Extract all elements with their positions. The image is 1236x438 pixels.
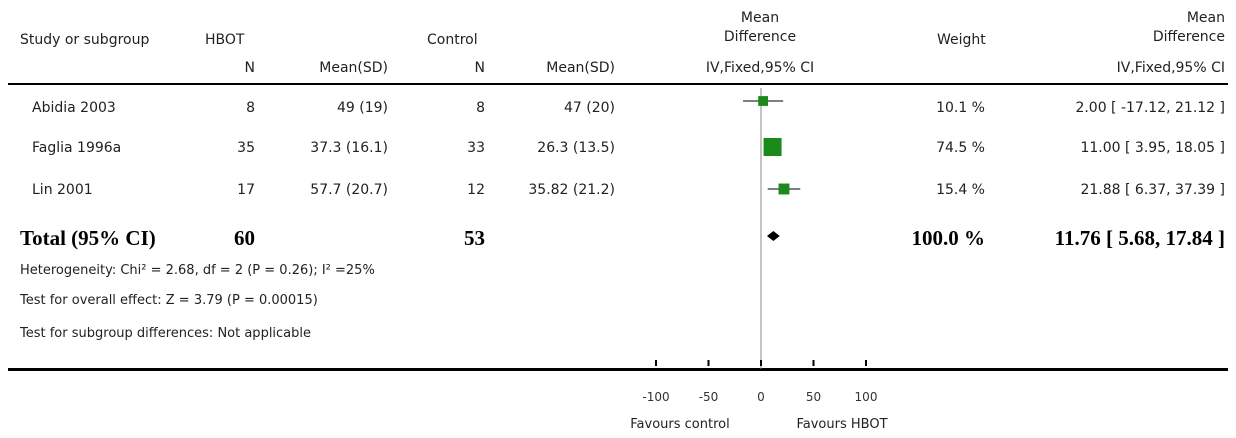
subgroup-diff-text: Test for subgroup differences: Not appli…	[20, 326, 312, 341]
tick-label: 100	[855, 390, 878, 404]
ci-text: 11.00 [ 3.95, 18.05 ]	[1080, 140, 1225, 156]
tick-label: -50	[699, 390, 719, 404]
tick-label: 50	[806, 390, 821, 404]
favours-left-label: Favours control	[630, 417, 730, 432]
mean-exp: 49 (19)	[336, 100, 388, 116]
n-ctrl: 8	[476, 100, 485, 116]
study-effect-marker	[778, 183, 790, 195]
bottom-rule	[8, 368, 1228, 371]
header-rule	[8, 83, 1228, 85]
total-n-ctrl: 53	[464, 226, 485, 250]
header-method2: IV,Fixed,95% CI	[1116, 60, 1225, 76]
n-ctrl: 33	[467, 140, 485, 156]
header-md2-line2: Difference	[1152, 29, 1225, 45]
n-exp: 8	[246, 100, 255, 116]
weight: 15.4 %	[936, 182, 985, 198]
weight: 74.5 %	[936, 140, 985, 156]
header-study: Study or subgroup	[20, 32, 150, 48]
n-exp: 35	[237, 140, 255, 156]
mean-ctrl: 35.82 (21.2)	[528, 182, 615, 198]
total-label: Total (95% CI)	[20, 226, 156, 250]
n-exp: 17	[237, 182, 255, 198]
study-name: Faglia 1996a	[32, 140, 122, 156]
mean-ctrl: 47 (20)	[563, 100, 615, 116]
header-n-exp: N	[244, 60, 255, 76]
overall-effect-text: Test for overall effect: Z = 3.79 (P = 0…	[20, 293, 318, 308]
header-md-line1: Mean	[740, 10, 780, 26]
pooled-diamond	[766, 231, 780, 241]
study-name: Lin 2001	[32, 182, 93, 198]
study-effect-marker	[763, 138, 782, 156]
header-md2-line1: Mean	[1186, 10, 1225, 26]
header-exp-group: HBOT	[205, 32, 245, 48]
header-md-line2: Difference	[723, 29, 797, 45]
header-ctrl-group: Control	[427, 32, 478, 48]
mean-exp: 37.3 (16.1)	[310, 140, 388, 156]
total-weight: 100.0 %	[911, 226, 986, 250]
total-n-exp: 60	[234, 226, 255, 250]
ci-text: 2.00 [ -17.12, 21.12 ]	[1075, 100, 1225, 116]
ci-text: 21.88 [ 6.37, 37.39 ]	[1080, 182, 1225, 198]
tick-label: 0	[757, 390, 765, 404]
header-meansd-exp: Mean(SD)	[319, 60, 388, 76]
header-meansd-ctrl: Mean(SD)	[546, 60, 615, 76]
favours-right-label: Favours HBOT	[796, 417, 888, 432]
study-effect-marker	[758, 96, 768, 106]
tick-label: -100	[642, 390, 669, 404]
total-ci-text: 11.76 [ 5.68, 17.84 ]	[1054, 226, 1225, 250]
header-method: IV,Fixed,95% CI	[705, 60, 815, 76]
weight: 10.1 %	[936, 100, 985, 116]
mean-ctrl: 26.3 (13.5)	[537, 140, 615, 156]
mean-exp: 57.7 (20.7)	[310, 182, 388, 198]
header-weight: Weight	[937, 32, 986, 48]
header-n-ctrl: N	[474, 60, 485, 76]
study-name: Abidia 2003	[32, 100, 116, 116]
n-ctrl: 12	[467, 182, 485, 198]
heterogeneity-text: Heterogeneity: Chi² = 2.68, df = 2 (P = …	[20, 263, 375, 278]
